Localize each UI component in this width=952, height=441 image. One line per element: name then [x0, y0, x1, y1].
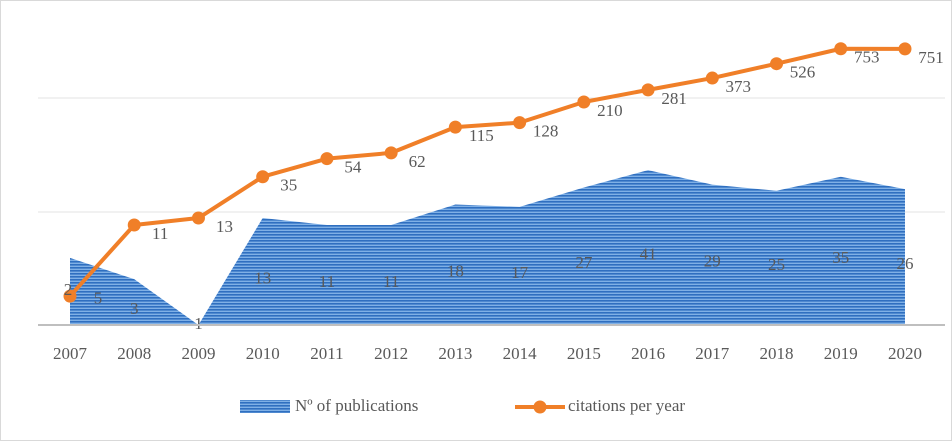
line-data-label: 753	[854, 48, 880, 67]
line-data-label: 54	[344, 158, 362, 177]
area-data-label: 25	[768, 255, 785, 274]
line-marker	[63, 289, 77, 303]
x-tick-label: 2016	[631, 344, 665, 363]
legend-swatch	[240, 400, 290, 413]
line-data-label: 35	[280, 176, 297, 195]
x-tick-label: 2017	[695, 344, 730, 363]
line-marker	[577, 95, 591, 109]
line-marker	[384, 146, 398, 160]
line-marker	[513, 116, 527, 130]
line-data-label: 2	[64, 280, 73, 299]
line-data-label: 11	[152, 224, 168, 243]
area-data-label: 26	[896, 254, 913, 273]
x-tick-label: 2014	[503, 344, 538, 363]
line-data-label: 373	[726, 77, 752, 96]
line-data-label: 751	[918, 48, 944, 67]
line-marker	[641, 83, 655, 97]
line-marker	[705, 71, 719, 85]
area-data-label: 18	[447, 262, 464, 281]
x-tick-label: 2007	[53, 344, 88, 363]
x-tick-label: 2019	[824, 344, 858, 363]
x-tick-label: 2018	[760, 344, 794, 363]
legend-label: citations per year	[568, 396, 685, 415]
area-data-label: 17	[511, 263, 529, 282]
line-data-label: 13	[216, 217, 233, 236]
area-data-label: 29	[704, 252, 721, 271]
line-data-label: 115	[469, 126, 494, 145]
legend-swatch	[533, 400, 547, 414]
area-data-label: 41	[640, 244, 657, 263]
line-marker	[770, 57, 784, 71]
x-tick-label: 2015	[567, 344, 601, 363]
area-data-label: 11	[383, 272, 399, 291]
x-tick-label: 2008	[117, 344, 151, 363]
line-marker	[898, 42, 912, 56]
line-marker	[834, 42, 848, 56]
area-data-label: 27	[575, 253, 593, 272]
area	[70, 170, 905, 325]
line-marker	[127, 218, 141, 232]
area-data-label: 5	[94, 288, 103, 307]
area-data-label: 35	[832, 248, 849, 267]
area-data-label: 13	[254, 268, 271, 287]
area-data-label: 3	[130, 299, 139, 318]
line	[68, 46, 905, 298]
area-data-label: 1	[194, 314, 203, 333]
line-data-label: 128	[533, 122, 559, 141]
area-data-label: 11	[319, 272, 335, 291]
x-tick-label: 2010	[246, 344, 280, 363]
x-tick-label: 2012	[374, 344, 408, 363]
x-tick-label: 2013	[438, 344, 472, 363]
line-marker	[320, 152, 334, 166]
x-tick-label: 2020	[888, 344, 922, 363]
line-marker	[256, 170, 270, 184]
line-data-label: 281	[661, 89, 687, 108]
x-tick-label: 2009	[181, 344, 215, 363]
legend-label: Nº of publications	[295, 396, 418, 415]
line-marker	[448, 120, 462, 134]
line-data-label: 210	[597, 101, 623, 120]
line-marker	[191, 211, 205, 225]
x-tick-label: 2011	[310, 344, 343, 363]
line-data-label: 526	[790, 63, 816, 82]
line-data-label: 62	[409, 152, 426, 171]
